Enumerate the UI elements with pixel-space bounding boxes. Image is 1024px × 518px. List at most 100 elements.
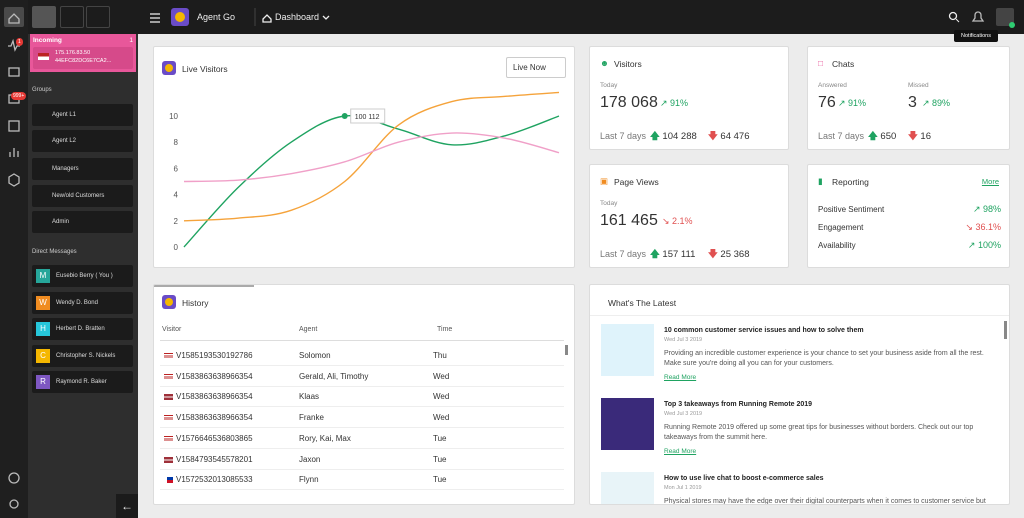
alert-badge: 1 [16,38,23,46]
article-body: Providing an incredible customer experie… [664,350,984,367]
agent: Solomon [299,351,331,360]
today-value: 178 068 [600,94,658,111]
avatar: H [36,322,50,336]
incoming-count: 1 [129,37,133,44]
history-row[interactable]: V1583863638966354 Klaas Wed [160,387,564,408]
dm-name: Wendy D. Bond [56,299,98,306]
flag [164,415,173,422]
incoming-ip: 175.176.83.50 [55,50,91,56]
article-title[interactable]: Top 3 takeaways from Running Remote 2019 [664,401,813,408]
history-row[interactable]: V1576646536803865 Rory, Kai, Max Tue [160,429,564,449]
avatar: C [36,348,50,363]
article-title[interactable]: How to use live chat to boost e-commerce… [664,475,824,482]
point-marker [341,113,348,119]
live-visitors-card: Live Visitors Live Now 0 2 4 6 8 10 100 112 [153,46,575,268]
article-body: Physical stores may have the edge over t… [664,498,986,505]
agent: Jaxon [299,454,321,464]
filter-button[interactable] [86,6,110,28]
y-tick-label: 2 [174,217,179,226]
dm-item[interactable]: Raymond R. Baker R [32,371,133,393]
incoming-box[interactable]: Incoming 1 175.176.83.50 44EFC82DC6E7CA2… [30,34,136,72]
read-more[interactable]: Read More [664,374,697,381]
report-label: Positive Sentiment [818,205,885,214]
time: Wed [433,371,450,381]
card-title: Reporting [832,177,869,187]
group-item[interactable]: Managers [32,158,133,180]
card-title: What's The Latest [608,298,677,308]
reporting-card: ▮ Reporting More Positive Sentiment ↗ 98%… [807,164,1010,268]
missed-label: Missed [908,82,929,89]
agent: Klaas [299,392,320,402]
up-value: 650 [880,131,897,142]
agents-button[interactable] [60,6,84,28]
dm-item[interactable]: Eusebio Berry ( You ) M [32,265,133,287]
dm-name: Raymond R. Baker [56,379,107,385]
article-title[interactable]: 10 common customer service issues and ho… [664,327,864,334]
annotation-box [350,108,386,124]
dm-item[interactable]: Herbert D. Bratten H [32,318,133,340]
history-row[interactable]: V1572532013085533 Flynn Tue [160,470,564,491]
card-title: Chats [832,59,855,69]
down-value: 25 368 [720,249,750,260]
groups-title: Groups [32,87,52,93]
report-label: Engagement [818,223,864,232]
button-label: Live Now [513,63,546,72]
card-title: Live Visitors [182,64,228,74]
line-series [183,115,560,248]
group-item[interactable]: Agent L2 [32,130,133,152]
report-number: 36.1% [975,222,1001,232]
collapse-button[interactable]: ← [116,494,138,518]
annotation: 100 112 [355,114,380,121]
up-value: 157 111 [662,249,696,260]
read-more[interactable]: Read More [664,448,697,455]
report-value: ↗ 100% [967,240,1001,250]
dashboard-menu[interactable]: Dashboard [275,12,320,22]
y-tick-label: 10 [169,112,178,121]
page-views-card: ▣ Page Views Today 161 465 ↘ 2.1% Last 7… [589,164,789,268]
flag [164,394,173,401]
time: Tue [433,454,447,464]
thumbnail [601,324,654,376]
report-number: 98% [982,204,1001,214]
time: Wed [433,413,450,423]
history-row[interactable]: V1584793545578201 Jaxon Tue [160,450,564,470]
tooltip: Notifications [954,30,998,42]
top-bar: Agent Go Dashboard [28,0,1024,34]
history-row[interactable]: V1583863638966354 Gerald, Ali, Timothy Wed [160,367,564,387]
dm-name: Herbert D. Bratten [56,326,105,332]
live-now-button[interactable]: Live Now [506,57,566,78]
card-title: Page Views [614,177,659,187]
visitor: V1583863638966354 [176,392,253,402]
today-value: 161 465 [600,212,658,229]
flag [164,477,173,484]
change: 2.1% [672,216,693,226]
sidebar: Incoming 1 175.176.83.50 44EFC82DC6E7CA2… [28,34,138,518]
missed-change: 89% [932,98,951,108]
layers-button[interactable] [32,6,56,28]
visitors-card: ☻ Visitors Today 178 068 ↗ 91% Last 7 da… [589,46,789,150]
visitor: V1584793545578201 [176,454,253,464]
up-value: 104 288 [662,131,697,142]
flag [164,456,173,463]
dm-item[interactable]: Christopher S. Nickels C [32,344,133,367]
more-link[interactable]: More [981,177,999,186]
card-title: Visitors [614,59,642,69]
group-item[interactable]: Agent L1 [32,104,133,126]
time: Wed [433,392,450,402]
history-row[interactable]: V1583863638966354 Franke Wed [160,408,564,429]
avatar: R [36,375,50,389]
article-date: Wed Jul 3 2019 [664,411,703,417]
visitor: V1572532013085533 [176,475,253,485]
last7-label: Last 7 days [600,249,647,259]
history-row[interactable]: V1585193530192786 Solomon Thu [160,346,564,366]
dm-item[interactable]: Wendy D. Bond W [32,291,133,314]
group-item[interactable]: New/old Customers [32,185,133,207]
missed-value: 3 [908,94,917,111]
visitor: V1585193530192786 [176,351,253,360]
incoming-title: Incoming [33,37,62,44]
time: Tue [433,433,447,443]
visitor: V1583863638966354 [176,413,253,423]
history-card: History Visitor Agent Time V158519353019278… [153,284,575,505]
group-item[interactable]: Admin [32,211,133,233]
report-label: Availability [818,241,856,250]
